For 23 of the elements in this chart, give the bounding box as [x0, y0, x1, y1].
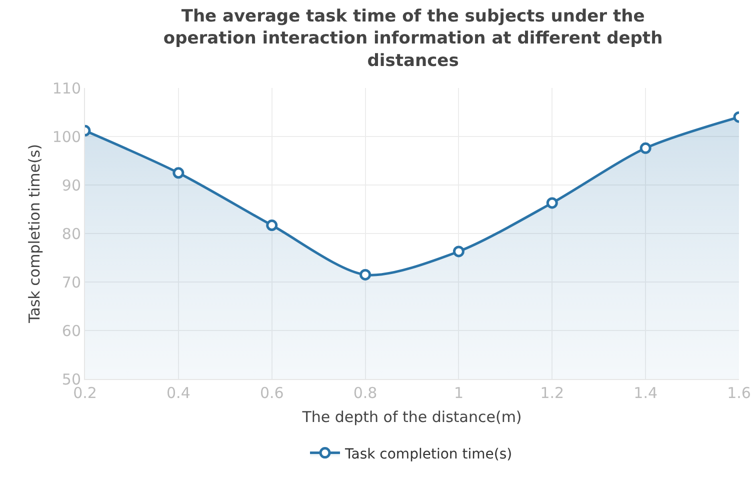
- y-tick-label: 70: [62, 273, 81, 292]
- point: [360, 268, 372, 280]
- legend-label: Task completion time(s): [344, 446, 512, 462]
- y-tick-label: 80: [62, 224, 81, 243]
- x-tick-label: 0.8: [353, 384, 378, 402]
- y-tick-label: 90: [62, 176, 81, 194]
- x-tick-label: 1.6: [727, 384, 751, 402]
- x-tick-label: 0.6: [260, 384, 284, 402]
- y-tick-label: 60: [62, 322, 81, 340]
- point: [452, 246, 464, 258]
- chart-title: The average task time of the subjects under the operation interaction information at different depth distances: [163, 6, 663, 71]
- y-axis-title: Task completion time(s): [26, 144, 44, 324]
- x-tick-label: 1.4: [634, 384, 658, 402]
- x-tick-label: 1.2: [540, 384, 564, 402]
- x-tick-label: 1: [454, 384, 464, 402]
- x-axis-title: The depth of the distance(m): [301, 408, 522, 426]
- x-tick-label: 0.4: [166, 384, 190, 402]
- point: [266, 220, 278, 232]
- point: [640, 142, 652, 154]
- y-tick-label: 100: [52, 128, 81, 146]
- point: [546, 197, 558, 209]
- point: [172, 167, 184, 179]
- y-tick-label: 110: [52, 79, 81, 98]
